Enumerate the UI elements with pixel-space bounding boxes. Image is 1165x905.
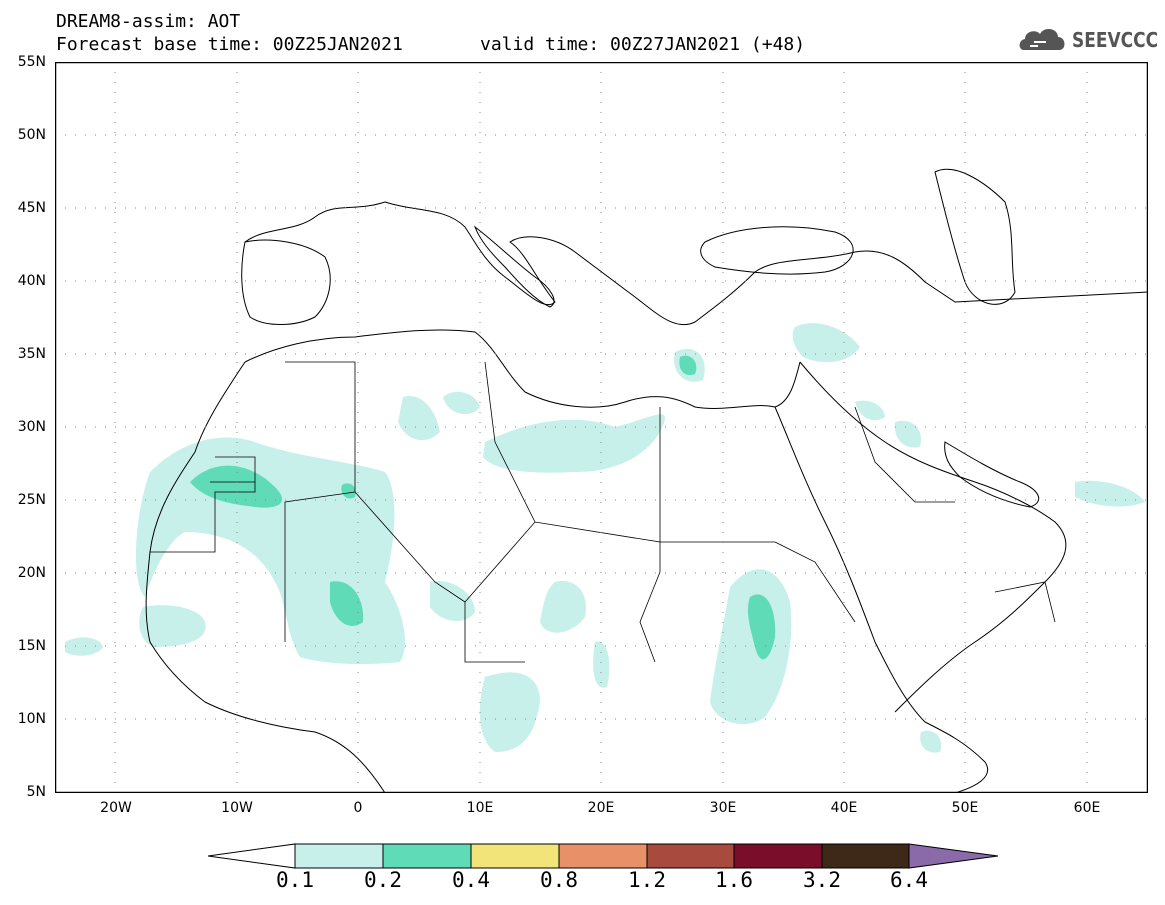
aot-area-algeria-north [398,396,440,441]
coast-europe [244,201,1148,326]
colorbar-bin [821,843,910,869]
colorbar-bin [646,843,735,869]
aot-area-iran [894,420,921,448]
colorbar-bin [294,843,384,869]
logo-text: SEEVCCC [1072,28,1159,52]
lat-label: 40N [17,273,46,289]
lat-label: 10N [17,711,46,727]
colorbar-under [208,843,296,869]
lat-label: 55N [17,54,46,70]
cloud-icon [1019,28,1065,50]
aot-core-morocco [190,465,283,508]
map [55,62,1148,793]
aot-area-cape-verde [65,637,103,656]
colorbar-label: 1.6 [715,868,753,892]
lat-label: 30N [17,419,46,435]
lat-label: 25N [17,492,46,508]
aot-area-syria [792,323,860,363]
coast-east-africa [924,721,988,793]
coast-north-africa [244,329,801,409]
lon-label: 60E [1073,800,1101,816]
lon-label: 0 [353,800,363,816]
aot-area-horn [920,730,942,753]
aot-core-mali [330,581,364,626]
title-line-1: DREAM8-assim: AOT [56,11,241,32]
lat-label: 35N [17,346,46,362]
aot-core-libya-coast [679,355,697,376]
aot-area-tunisia [443,391,480,415]
colorbar-bin [382,843,472,869]
lon-label: 50E [951,800,979,816]
graticule [55,62,1148,793]
lat-label: 50N [17,127,46,143]
aot-area-senegal [139,605,206,647]
colorbar-bin [470,843,560,869]
aot-area-gulf [1075,480,1145,507]
coast-caspian [934,168,1016,305]
coast-arabia [799,361,1067,713]
map-border [55,62,1148,793]
colorbar-label: 0.8 [540,868,578,892]
aot-core-sudan [747,594,776,660]
aot-area-chad-south [593,641,610,688]
lon-label: 20W [100,800,132,816]
aot-area-libya [483,414,665,473]
lat-label: 15N [17,638,46,654]
aot-core-algeria [341,483,356,499]
aot-area-cameroon [479,672,540,752]
aot-area-iraq [855,400,885,421]
colorbar-label: 0.4 [452,868,490,892]
lon-label: 40E [830,800,858,816]
colorbar-bin [558,843,648,869]
coast-italy [473,225,555,308]
aot-field-mid [190,355,776,660]
coast-iberia [241,239,331,325]
colorbar-label: 3.2 [803,868,841,892]
title-line-2: Forecast base time: 00Z25JAN2021 [56,34,403,55]
colorbar-label: 6.4 [890,868,928,892]
colorbar-label: 1.2 [628,868,666,892]
colorbar-label: 0.2 [364,868,402,892]
aot-area-niger-chad [430,581,475,622]
coast-black-sea [700,226,854,275]
lon-label: 30E [709,800,737,816]
lon-label: 10W [221,800,253,816]
aot-area-chad-central [540,581,586,633]
colorbar-label: 0.1 [276,868,314,892]
colorbar [208,843,998,869]
lat-label: 20N [17,565,46,581]
lon-label: 10E [466,800,494,816]
coastlines [145,168,1148,793]
colorbar-bin [733,843,823,869]
coast-red-sea [774,406,926,723]
coast-persian-gulf [944,441,1040,508]
aot-area-sudan [710,569,792,725]
aot-field-low [65,323,1145,753]
colorbar-over [908,843,998,869]
title-line-3: valid time: 00Z27JAN2021 (+48) [480,34,806,55]
lat-label: 5N [26,784,46,800]
lon-label: 20E [587,800,615,816]
coast-west-africa [145,361,386,793]
borders [150,361,1056,663]
lat-label: 45N [17,200,46,216]
